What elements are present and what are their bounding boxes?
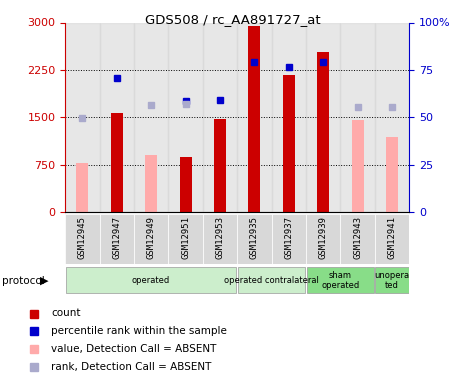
- FancyBboxPatch shape: [375, 267, 409, 293]
- Bar: [306, 22, 340, 212]
- FancyBboxPatch shape: [375, 214, 409, 264]
- FancyBboxPatch shape: [66, 267, 237, 293]
- Text: GSM12939: GSM12939: [319, 216, 328, 259]
- Bar: [352, 120, 364, 212]
- FancyBboxPatch shape: [272, 214, 306, 264]
- Text: GSM12947: GSM12947: [112, 216, 121, 259]
- FancyBboxPatch shape: [100, 214, 134, 264]
- Text: rank, Detection Call = ABSENT: rank, Detection Call = ABSENT: [51, 362, 212, 372]
- Text: value, Detection Call = ABSENT: value, Detection Call = ABSENT: [51, 344, 216, 354]
- Text: count: count: [51, 309, 80, 318]
- FancyBboxPatch shape: [306, 267, 374, 293]
- Text: unopera
ted: unopera ted: [374, 271, 410, 290]
- Bar: [134, 22, 168, 212]
- Text: GSM12951: GSM12951: [181, 216, 190, 259]
- Text: percentile rank within the sample: percentile rank within the sample: [51, 326, 227, 336]
- Text: GSM12943: GSM12943: [353, 216, 362, 259]
- Text: operated contralateral: operated contralateral: [224, 276, 319, 285]
- FancyBboxPatch shape: [168, 214, 203, 264]
- Bar: [179, 157, 192, 212]
- FancyBboxPatch shape: [134, 214, 168, 264]
- Text: GSM12941: GSM12941: [387, 216, 397, 259]
- Bar: [214, 119, 226, 212]
- Text: GSM12935: GSM12935: [250, 216, 259, 259]
- Bar: [168, 22, 203, 212]
- Bar: [272, 22, 306, 212]
- Bar: [111, 113, 123, 212]
- Bar: [65, 22, 100, 212]
- Text: sham
operated: sham operated: [321, 271, 359, 290]
- Bar: [248, 26, 260, 212]
- FancyBboxPatch shape: [203, 214, 237, 264]
- FancyBboxPatch shape: [65, 214, 100, 264]
- Text: GDS508 / rc_AA891727_at: GDS508 / rc_AA891727_at: [145, 13, 320, 26]
- Bar: [100, 22, 134, 212]
- Text: operated: operated: [132, 276, 170, 285]
- Text: protocol: protocol: [2, 276, 45, 285]
- Text: GSM12953: GSM12953: [215, 216, 225, 259]
- Bar: [375, 22, 409, 212]
- Bar: [203, 22, 237, 212]
- Text: GSM12949: GSM12949: [146, 216, 156, 259]
- Text: GSM12945: GSM12945: [78, 216, 87, 259]
- Bar: [76, 163, 88, 212]
- Bar: [145, 155, 157, 212]
- FancyBboxPatch shape: [238, 267, 306, 293]
- Bar: [340, 22, 375, 212]
- Bar: [237, 22, 272, 212]
- Bar: [317, 51, 329, 212]
- Text: ▶: ▶: [40, 276, 48, 285]
- FancyBboxPatch shape: [340, 214, 375, 264]
- Text: GSM12937: GSM12937: [284, 216, 293, 259]
- FancyBboxPatch shape: [237, 214, 272, 264]
- Bar: [386, 137, 398, 212]
- FancyBboxPatch shape: [306, 214, 340, 264]
- Bar: [283, 75, 295, 212]
